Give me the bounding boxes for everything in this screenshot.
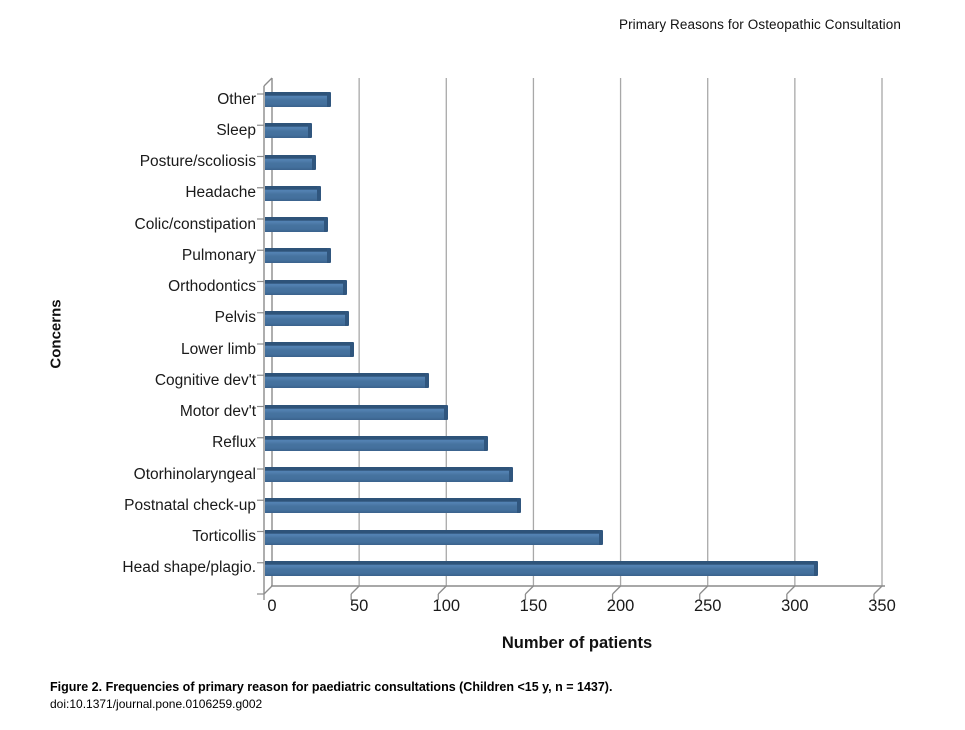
bar — [265, 123, 312, 139]
bar — [265, 529, 603, 545]
page-header-title: Primary Reasons for Osteopathic Consulta… — [618, 17, 901, 32]
bar — [265, 185, 321, 201]
bar — [265, 467, 513, 482]
category-label: Headache — [185, 184, 256, 202]
bar — [265, 217, 328, 232]
category-label: Orthodontics — [168, 278, 256, 295]
category-label: Colic/constipation — [134, 215, 256, 233]
bar — [265, 435, 488, 451]
x-tick-hook — [699, 585, 709, 595]
bar — [265, 310, 349, 326]
x-tick-label: 50 — [349, 597, 369, 615]
x-tick-label: 100 — [432, 597, 461, 615]
category-label: Other — [217, 90, 256, 108]
bar — [265, 404, 448, 420]
bar — [265, 560, 818, 576]
x-tick-hook — [263, 585, 273, 595]
x-tick-hook — [437, 585, 447, 595]
category-label: Postnatal check-up — [124, 496, 256, 514]
bar — [265, 373, 429, 389]
category-label: Posture/scoliosis — [139, 153, 256, 170]
bar — [265, 248, 331, 264]
x-tick-label: 250 — [693, 597, 722, 615]
category-label: Otorhinolaryngeal — [133, 465, 256, 483]
bar — [265, 279, 347, 295]
x-tick-label: 0 — [267, 597, 277, 615]
x-tick-label: 300 — [781, 597, 809, 615]
category-label: Cognitive dev't — [154, 371, 256, 389]
bar — [265, 498, 521, 514]
category-label: Pelvis — [214, 309, 256, 327]
figure-caption: Figure 2. Frequencies of primary reason … — [50, 680, 613, 694]
x-tick-hook — [786, 585, 796, 595]
category-label: Reflux — [212, 434, 256, 452]
bar — [265, 342, 354, 357]
bar — [265, 154, 316, 170]
x-tick-hook — [524, 585, 534, 595]
category-label: Motor dev't — [179, 403, 256, 420]
category-label: Torticollis — [192, 528, 256, 545]
bar — [265, 92, 331, 107]
x-tick-hook — [873, 585, 883, 595]
x-tick-label: 150 — [519, 597, 548, 615]
x-tick-hook — [350, 585, 360, 595]
x-axis-title: Number of patients — [501, 634, 653, 652]
y-axis-top-hook — [263, 77, 273, 87]
figure-doi: doi:10.1371/journal.pone.0106259.g002 — [50, 697, 263, 711]
category-label: Pulmonary — [181, 246, 256, 264]
category-label: Head shape/plagio. — [122, 559, 256, 577]
x-tick-label: 200 — [606, 597, 635, 615]
y-axis-title: Concerns — [47, 299, 65, 369]
x-tick-hook — [612, 585, 622, 595]
category-label: Lower limb — [181, 340, 256, 358]
x-tick-label: 350 — [868, 597, 896, 615]
category-label: Sleep — [216, 121, 256, 139]
